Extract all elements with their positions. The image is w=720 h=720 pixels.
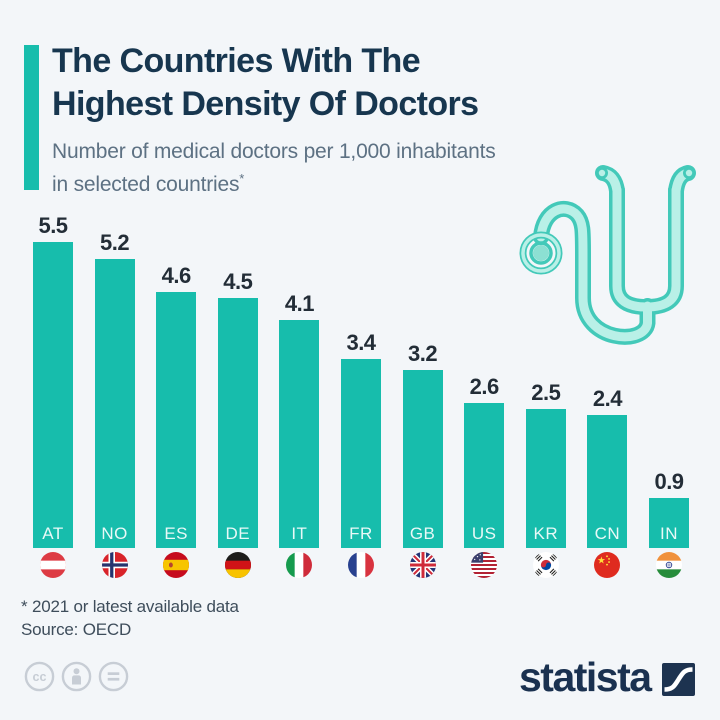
bar-in xyxy=(649,497,689,548)
bar-country-code: NO xyxy=(101,524,128,543)
bar-at xyxy=(33,242,73,548)
bar-country-code: US xyxy=(471,524,497,543)
flag-austria xyxy=(40,552,66,578)
bar-country-code: KR xyxy=(533,524,559,543)
footnote-source: Source: OECD xyxy=(21,620,132,639)
bar-value-label: 5.2 xyxy=(100,229,130,255)
bar-it xyxy=(279,319,320,548)
bar-value-label: 5.5 xyxy=(38,213,68,238)
flag-united-states xyxy=(471,552,498,578)
bar-value-label: 2.5 xyxy=(531,379,561,405)
bar-country-code: AT xyxy=(42,524,64,543)
chart-subtitle: Number of medical doctors per 1,000 inha… xyxy=(52,138,612,198)
bar-country-code: IT xyxy=(291,524,308,543)
license-icons: cc xyxy=(24,661,129,692)
equals-icon xyxy=(98,661,129,692)
bar-gb xyxy=(402,370,443,548)
attribution-person-icon xyxy=(61,661,92,692)
title-accent-bar xyxy=(24,45,39,190)
chart-subtitle-line2: in selected countries* xyxy=(52,165,612,198)
statista-logo-icon xyxy=(662,663,695,696)
flag-norway xyxy=(101,552,128,578)
bar-country-code: GB xyxy=(409,524,436,543)
flag-united-kingdom xyxy=(409,552,436,578)
flag-india xyxy=(656,552,682,578)
chart-subtitle-line2-text: in selected countries xyxy=(52,173,240,196)
bar-cn xyxy=(587,414,628,548)
bar-fr xyxy=(341,358,381,548)
flag-france xyxy=(348,552,374,578)
bar-de xyxy=(217,297,258,548)
chart-subtitle-line1: Number of medical doctors per 1,000 inha… xyxy=(52,140,496,163)
bar-country-code: DE xyxy=(225,524,251,543)
bar-country-code: IN xyxy=(660,524,678,543)
flag-spain xyxy=(163,552,190,578)
bar-value-label: 2.4 xyxy=(592,385,623,411)
svg-text:cc: cc xyxy=(33,670,47,684)
stethoscope-icon xyxy=(519,165,696,345)
footnote-marker: * xyxy=(239,171,245,186)
page-title-line1: The Countries With The xyxy=(52,42,421,80)
bar-value-label: 4.5 xyxy=(223,268,253,294)
bar-kr xyxy=(525,408,566,548)
flag-south-korea xyxy=(532,552,559,578)
bar-value-label: 3.2 xyxy=(408,341,438,366)
bar-value-label: 0.9 xyxy=(654,468,684,494)
bar-no xyxy=(94,258,135,548)
bar-value-label: 4.6 xyxy=(161,263,192,289)
flag-china xyxy=(594,552,621,578)
flag-germany xyxy=(224,552,251,578)
bar-value-label: 3.4 xyxy=(346,329,376,355)
bar-country-code: FR xyxy=(349,524,373,543)
statista-wordmark: statista xyxy=(519,654,652,700)
bar-value-label: 2.6 xyxy=(469,374,500,400)
bar-country-code: CN xyxy=(594,524,621,543)
bar-value-label: 4.1 xyxy=(284,290,315,316)
cc-icon: cc xyxy=(24,661,55,692)
page-title: The Countries With The Highest Density O… xyxy=(52,40,612,126)
page-title-line2: Highest Density Of Doctors xyxy=(52,85,479,123)
bar-country-code: ES xyxy=(164,524,189,543)
footnote-note: * 2021 or latest available data xyxy=(21,597,239,616)
bar-us xyxy=(464,403,505,548)
flag-italy xyxy=(286,552,313,578)
bar-es xyxy=(156,292,197,548)
